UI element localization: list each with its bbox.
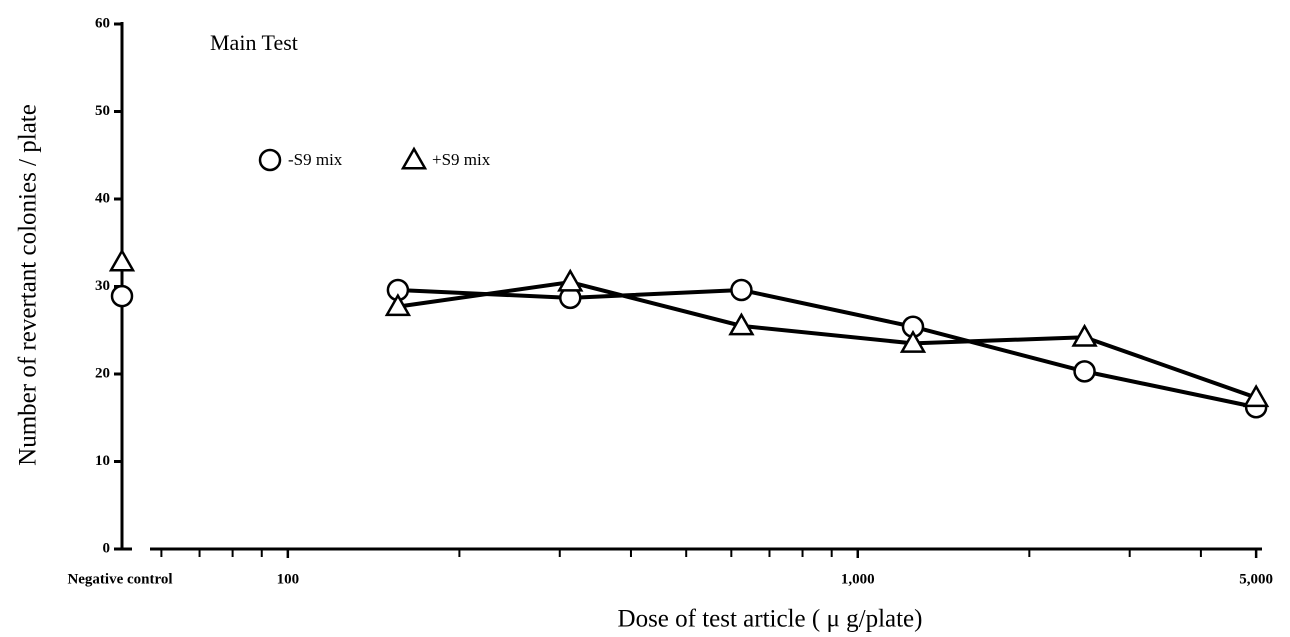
y-tick-label: 10: [95, 453, 110, 469]
data-point: [1071, 323, 1098, 347]
data-point: [728, 312, 755, 336]
legend-marker: [400, 146, 428, 170]
data-point: [730, 278, 753, 302]
y-tick-label: 40: [95, 190, 110, 206]
x-axis-label: Dose of test article ( μ g/plate): [618, 606, 923, 633]
control-point: [110, 284, 134, 308]
x-tick-label: 100: [277, 571, 300, 587]
y-axis-label: Number of revertant colonies / plate: [15, 104, 42, 466]
x-tick-label: 1,000: [841, 571, 875, 587]
data-point: [557, 268, 584, 292]
control-label: Negative control: [67, 571, 172, 587]
y-tick-label: 50: [95, 103, 110, 119]
data-point: [384, 293, 412, 317]
legend-label: -S9 mix: [288, 150, 343, 169]
x-tick-label: 5,000: [1239, 571, 1273, 587]
y-tick-label: 20: [95, 365, 110, 381]
control-point: [108, 248, 136, 272]
y-tick-label: 0: [103, 540, 111, 556]
series-line: [397, 287, 1257, 410]
data-point: [1073, 360, 1096, 383]
data-point: [1242, 384, 1270, 408]
legend-label: +S9 mix: [432, 150, 491, 169]
chart-title: Main Test: [210, 30, 298, 55]
data-point: [899, 329, 927, 353]
y-tick-label: 60: [95, 15, 110, 31]
y-tick-label: 30: [95, 278, 110, 294]
legend-marker: [258, 148, 282, 172]
series-line: [397, 280, 1257, 400]
